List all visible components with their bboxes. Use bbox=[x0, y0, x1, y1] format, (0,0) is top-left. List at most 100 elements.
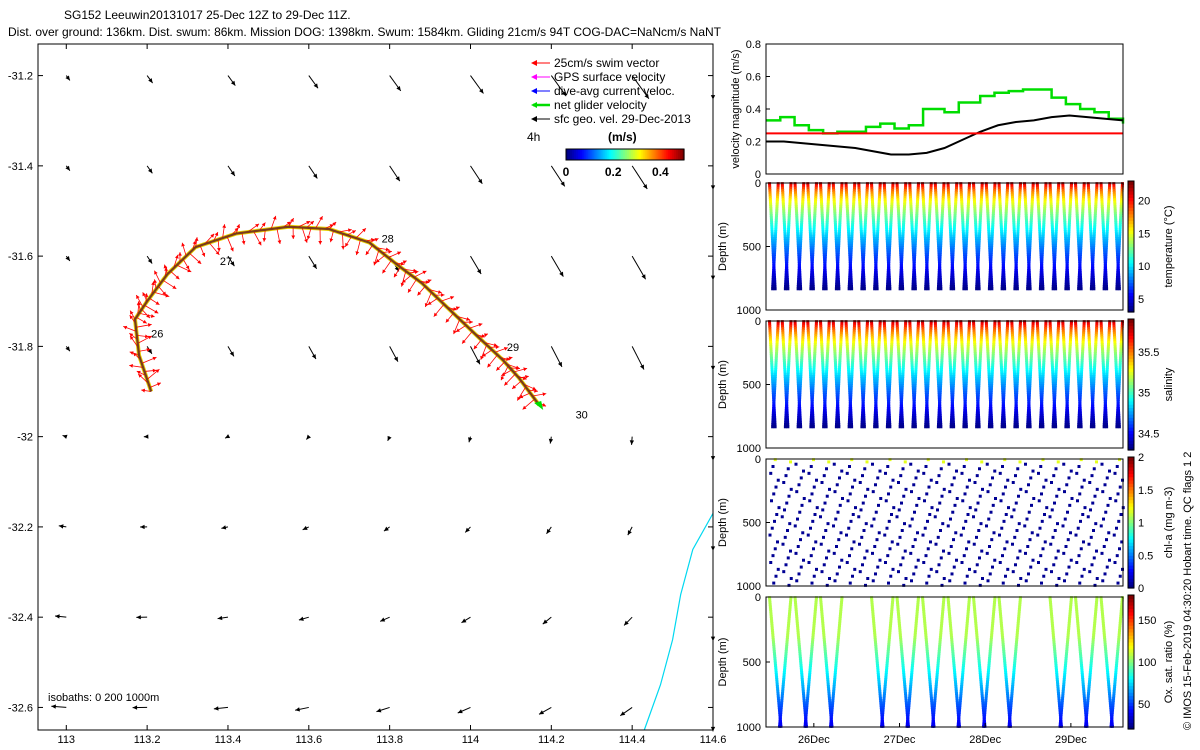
section-sample bbox=[1094, 207, 1098, 211]
section-sample bbox=[814, 186, 818, 190]
section-sample bbox=[825, 358, 829, 362]
section-sample bbox=[878, 186, 882, 190]
section-sample bbox=[1077, 241, 1081, 245]
section-sample bbox=[871, 216, 875, 220]
section-sample bbox=[811, 416, 815, 420]
section-sample bbox=[992, 193, 996, 197]
section-sample bbox=[912, 411, 916, 415]
section-sample bbox=[985, 200, 989, 204]
sfc-velocity-arrowhead bbox=[393, 356, 398, 362]
section-sample bbox=[863, 234, 867, 238]
section-sample bbox=[925, 257, 929, 261]
section-sample bbox=[987, 285, 991, 289]
section-sample bbox=[1115, 234, 1119, 238]
section-sample bbox=[824, 374, 828, 378]
section-sample bbox=[1093, 220, 1097, 224]
section-sample bbox=[796, 418, 800, 422]
section-sample bbox=[871, 347, 875, 351]
section-sample bbox=[799, 236, 803, 240]
section-sample bbox=[925, 391, 929, 395]
section-sample bbox=[950, 271, 954, 275]
section-sample bbox=[848, 271, 852, 275]
section-sample bbox=[821, 234, 825, 238]
section-sample bbox=[847, 287, 851, 291]
section-sample bbox=[1118, 230, 1122, 234]
section-sample bbox=[1114, 223, 1118, 227]
section-sample bbox=[773, 423, 777, 427]
section-sample bbox=[1106, 218, 1110, 222]
section-sample bbox=[963, 400, 967, 404]
section-sample bbox=[903, 326, 907, 330]
section-sample bbox=[938, 393, 942, 397]
section-sample bbox=[832, 204, 836, 208]
section-sample bbox=[883, 336, 887, 340]
sfc-velocity-arrowhead bbox=[51, 704, 56, 709]
section-sample bbox=[1117, 241, 1121, 245]
section-sample bbox=[1088, 211, 1092, 215]
colorbar-cell bbox=[682, 149, 685, 160]
section-sample bbox=[806, 326, 810, 330]
section-sample bbox=[834, 370, 838, 374]
section-sample bbox=[1119, 204, 1123, 208]
section-sample bbox=[912, 264, 916, 268]
section-sample bbox=[896, 204, 900, 208]
section-sample bbox=[773, 416, 777, 420]
section-sample bbox=[949, 234, 953, 238]
section-sample bbox=[898, 282, 902, 286]
section-sample bbox=[873, 409, 877, 413]
section-sample bbox=[806, 193, 810, 197]
section-sample bbox=[989, 393, 993, 397]
colorbar-cell bbox=[611, 149, 614, 160]
section-sample bbox=[771, 246, 775, 250]
section-sample bbox=[899, 413, 903, 417]
section-sample bbox=[865, 184, 869, 188]
sfc-velocity-arrowhead bbox=[380, 617, 386, 622]
section-sample bbox=[1067, 234, 1071, 238]
section-sample bbox=[814, 326, 818, 330]
section-sample bbox=[935, 354, 939, 358]
section-sample bbox=[940, 216, 944, 220]
section-sample bbox=[949, 287, 953, 291]
section-sample bbox=[911, 234, 915, 238]
section-sample bbox=[972, 184, 976, 188]
section-sample bbox=[864, 347, 868, 351]
section-sample bbox=[927, 216, 931, 220]
sfc-velocity-arrowhead bbox=[221, 525, 227, 530]
section-sample bbox=[963, 407, 967, 411]
section-sample bbox=[795, 216, 799, 220]
section-sample bbox=[825, 225, 829, 229]
section-sample bbox=[952, 377, 956, 381]
section-sample bbox=[977, 243, 981, 247]
section-sample bbox=[951, 393, 955, 397]
section-sample bbox=[1041, 282, 1045, 286]
section-sample bbox=[924, 416, 928, 420]
section-sample bbox=[967, 188, 971, 192]
section-sample bbox=[797, 275, 801, 279]
section-sample bbox=[1119, 200, 1123, 204]
section-sample bbox=[1013, 234, 1017, 238]
section-sample bbox=[1087, 188, 1091, 192]
section-sample bbox=[890, 345, 894, 349]
section-sample bbox=[989, 259, 993, 263]
section-sample bbox=[857, 331, 861, 335]
section-sample bbox=[825, 365, 829, 369]
section-sample bbox=[967, 186, 971, 190]
swim-vector-head bbox=[129, 315, 134, 320]
section-sample bbox=[915, 211, 919, 215]
section-sample bbox=[967, 322, 971, 326]
section-sample bbox=[974, 361, 978, 365]
section-sample bbox=[834, 239, 838, 243]
section-sample bbox=[1023, 195, 1027, 199]
section-sample bbox=[848, 407, 852, 411]
section-sample bbox=[850, 368, 854, 372]
section-sample bbox=[1077, 243, 1081, 247]
section-sample bbox=[912, 407, 916, 411]
section-sample bbox=[875, 420, 879, 424]
section-sample bbox=[942, 324, 946, 328]
section-sample bbox=[862, 246, 866, 250]
section-sample bbox=[988, 409, 992, 413]
section-sample bbox=[884, 218, 888, 222]
section-sample bbox=[772, 402, 776, 406]
section-sample bbox=[913, 253, 917, 257]
section-sample bbox=[1092, 241, 1096, 245]
